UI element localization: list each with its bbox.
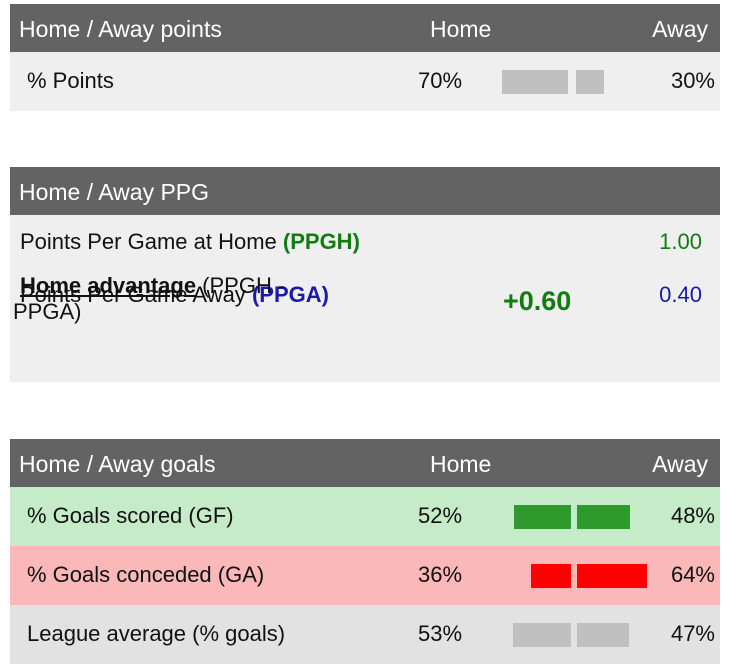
ppg-away-label: Points Per Game Away — [20, 282, 252, 307]
ppg-panel-header: Home / Away PPG — [10, 167, 720, 215]
goals-scored-home-bar — [514, 505, 571, 529]
points-row: % Points 70% 30% — [10, 52, 720, 111]
points-panel: Home / Away points Home Away % Points 70… — [10, 4, 720, 111]
goals-scored-bar-chart — [10, 505, 720, 529]
points-bar-chart — [10, 70, 720, 94]
points-home-bar — [502, 70, 568, 94]
points-panel-header: Home / Away points Home Away — [10, 4, 720, 52]
goals-scored-label: % Goals scored (GF) — [27, 503, 234, 528]
goals-conceded-away-bar — [577, 564, 647, 588]
goals-conceded-home-bar — [531, 564, 571, 588]
goals-rows: % Goals scored (GF) 52% 48% % Goals conc… — [10, 487, 720, 664]
goals-conceded-home-value: 36% — [418, 562, 463, 587]
points-home-value: 70% — [418, 68, 463, 93]
ppga-code: (PPGA) — [251, 282, 329, 307]
points-away-bar — [576, 70, 604, 94]
ppg-away-row: Points Per Game Away (PPGA) 0.40 — [10, 268, 720, 318]
goals-conceded-bar-chart — [10, 564, 720, 588]
home-advantage-row: Home advantage (PPGH - PPGA) +0.60 — [10, 273, 720, 382]
league-average-away-value: 47% — [670, 621, 715, 646]
home-advantage-value: +0.60 — [503, 286, 572, 316]
league-average-away-bar — [577, 623, 629, 647]
goals-conceded-away-value: 64% — [670, 562, 715, 587]
points-row-label: % Points — [27, 68, 114, 93]
goals-scored-row: % Goals scored (GF) 52% 48% — [10, 487, 720, 546]
goals-panel: Home / Away goals Home Away % Goals scor… — [10, 439, 720, 664]
ppg-panel-body: Points Per Game at Home (PPGH) 1.00 Poin… — [10, 215, 720, 382]
goals-away-header: Away — [652, 451, 708, 477]
ppg-home-label: Points Per Game at Home — [20, 229, 283, 254]
goals-panel-header: Home / Away goals Home Away — [10, 439, 720, 487]
ppg-away-value: 0.40 — [659, 282, 702, 307]
ppgh-code: (PPGH) — [282, 229, 360, 254]
points-away-value: 30% — [670, 68, 715, 93]
home-advantage-formula-1: (PPGH - — [196, 273, 286, 298]
goals-scored-home-value: 52% — [418, 503, 463, 528]
ppg-panel-title: Home / Away PPG — [19, 179, 210, 205]
points-home-header: Home — [430, 16, 492, 42]
goals-panel-title: Home / Away goals — [19, 451, 216, 477]
league-average-label: League average (% goals) — [27, 621, 286, 646]
league-average-row: League average (% goals) 53% 47% — [10, 605, 720, 664]
league-average-home-value: 53% — [418, 621, 463, 646]
goals-conceded-row: % Goals conceded (GA) 36% 64% — [10, 546, 720, 605]
home-advantage-formula-2: PPGA) — [13, 299, 82, 324]
points-panel-title: Home / Away points — [19, 16, 222, 42]
ppg-panel: Home / Away PPG Points Per Game at Home … — [10, 167, 720, 382]
goals-scored-away-bar — [577, 505, 630, 529]
home-advantage-label: Home advantage — [20, 273, 197, 298]
goals-scored-away-value: 48% — [670, 503, 715, 528]
goals-home-header: Home — [430, 451, 492, 477]
points-away-header: Away — [652, 16, 708, 42]
goals-conceded-label: % Goals conceded (GA) — [27, 562, 265, 587]
league-average-home-bar — [513, 623, 571, 647]
ppg-home-value: 1.00 — [659, 229, 702, 254]
ppg-home-row: Points Per Game at Home (PPGH) 1.00 — [10, 215, 720, 265]
league-average-bar-chart — [10, 623, 720, 647]
